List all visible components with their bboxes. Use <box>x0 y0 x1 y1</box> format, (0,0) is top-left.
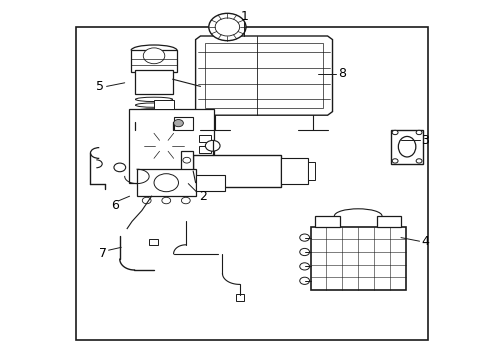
Circle shape <box>415 130 421 135</box>
Circle shape <box>391 159 397 163</box>
Bar <box>390 130 422 164</box>
Bar <box>149 239 158 245</box>
Circle shape <box>144 131 183 160</box>
Text: 8: 8 <box>338 67 346 80</box>
Circle shape <box>205 140 220 151</box>
Circle shape <box>215 18 239 36</box>
Bar <box>135 70 172 94</box>
Bar <box>193 155 281 187</box>
Polygon shape <box>181 151 193 191</box>
Circle shape <box>299 234 309 241</box>
Ellipse shape <box>135 97 172 102</box>
Bar <box>199 146 211 153</box>
Circle shape <box>391 130 397 135</box>
Circle shape <box>183 179 190 185</box>
Ellipse shape <box>135 114 172 119</box>
Circle shape <box>208 13 245 41</box>
Bar <box>376 216 400 227</box>
Bar <box>195 175 224 191</box>
Ellipse shape <box>135 120 172 125</box>
Text: 2: 2 <box>199 190 206 203</box>
Circle shape <box>299 277 309 284</box>
Bar <box>307 162 315 180</box>
Text: 4: 4 <box>421 235 428 248</box>
Text: 5: 5 <box>96 80 104 93</box>
Bar <box>154 100 173 109</box>
Circle shape <box>299 248 309 256</box>
Circle shape <box>299 263 309 270</box>
Bar <box>315 216 339 227</box>
Text: 7: 7 <box>99 247 106 260</box>
Bar <box>281 158 307 184</box>
Circle shape <box>143 48 164 64</box>
Circle shape <box>183 157 190 163</box>
Bar <box>310 227 405 290</box>
Circle shape <box>133 123 194 168</box>
Bar <box>137 169 195 196</box>
Circle shape <box>173 120 183 127</box>
Circle shape <box>415 159 421 163</box>
Bar <box>128 109 213 183</box>
Bar <box>173 117 193 130</box>
Bar <box>199 135 211 142</box>
Circle shape <box>181 197 190 204</box>
Ellipse shape <box>135 109 172 113</box>
Bar <box>76 27 427 340</box>
Text: 3: 3 <box>421 134 428 147</box>
Circle shape <box>162 197 170 204</box>
Circle shape <box>154 174 178 192</box>
Text: 6: 6 <box>111 199 119 212</box>
Circle shape <box>155 140 172 152</box>
Bar <box>205 43 322 108</box>
Ellipse shape <box>135 103 172 107</box>
Bar <box>235 294 243 301</box>
Text: 1: 1 <box>240 10 248 23</box>
Ellipse shape <box>398 136 415 157</box>
Polygon shape <box>195 36 332 115</box>
Bar <box>131 50 177 72</box>
Circle shape <box>142 197 151 204</box>
Circle shape <box>114 163 125 172</box>
